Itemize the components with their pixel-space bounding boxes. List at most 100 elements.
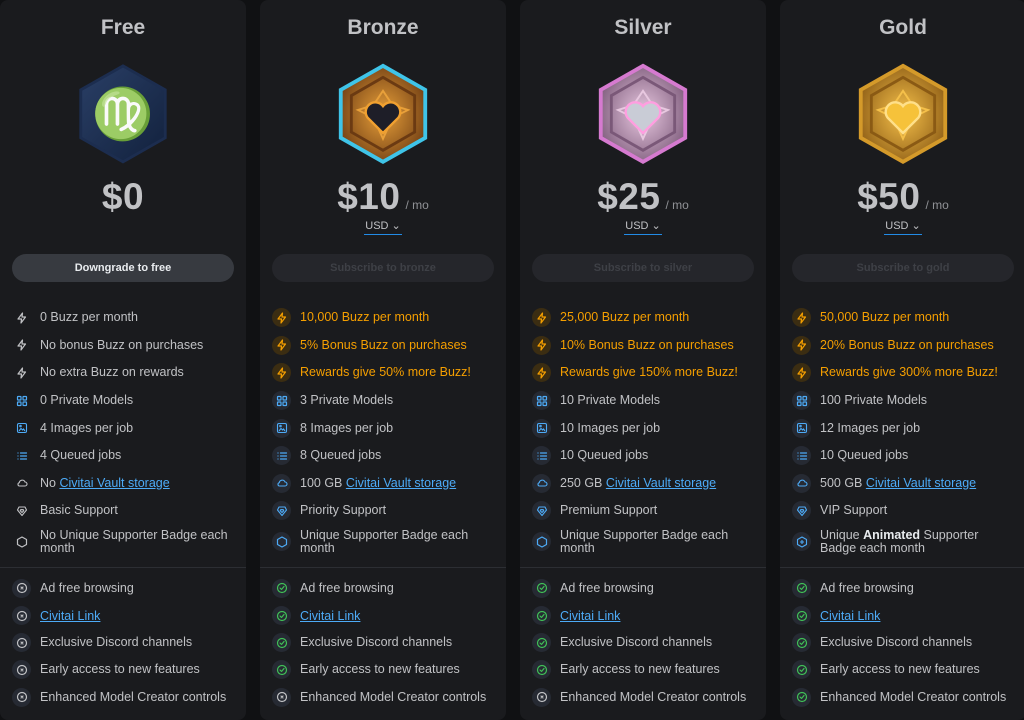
price-period: / mo xyxy=(405,198,429,212)
cloud-icon xyxy=(792,473,811,493)
grid-icon xyxy=(792,391,811,411)
feature-list: 10,000 Buzz per month 5% Bonus Buzz on pu… xyxy=(260,304,506,559)
feature-item: Basic Support xyxy=(12,497,234,525)
divider xyxy=(0,566,246,568)
feature-text: 250 GB Civitai Vault storage xyxy=(560,475,717,490)
divider xyxy=(520,566,766,568)
plan-card-silver: Silver $25 / mo USD ⌄ Subscribe to silver 25… xyxy=(520,0,766,720)
feature-item: 10 Queued jobs xyxy=(532,442,754,470)
vault-storage-link[interactable]: Civitai Vault storage xyxy=(345,475,457,490)
feature-item: 4 Images per job xyxy=(12,414,234,442)
feature-item: 12 Images per job xyxy=(792,414,1014,442)
gold-subscribe-button[interactable]: Subscribe to gold xyxy=(792,254,1014,282)
grid-icon xyxy=(272,391,291,411)
list-icon xyxy=(12,446,31,465)
perk-text: Enhanced Model Creator controls xyxy=(820,689,1007,704)
zap-icon xyxy=(12,336,31,355)
feature-text: 100 GB Civitai Vault storage xyxy=(300,475,457,490)
feature-item: Unique Animated Supporter Badge each mon… xyxy=(792,525,1014,559)
perk-item: Ad free browsing xyxy=(532,575,754,602)
vault-storage-link[interactable]: Civitai Vault storage xyxy=(605,475,717,490)
price-row: $50 / mo xyxy=(780,176,1024,220)
currency-select[interactable]: USD ⌄ xyxy=(884,220,922,235)
feature-item: Unique Supporter Badge each month xyxy=(532,525,754,559)
currency-select[interactable]: USD ⌄ xyxy=(364,220,402,235)
feature-item: Rewards give 50% more Buzz! xyxy=(272,359,494,387)
x-icon xyxy=(12,633,31,653)
perk-text: Exclusive Discord channels xyxy=(560,635,713,650)
perk-item: Exclusive Discord channels xyxy=(532,629,754,656)
price-row: $10 / mo xyxy=(260,176,506,220)
feature-text: Unique Supporter Badge each month xyxy=(300,527,469,555)
feature-text: Rewards give 150% more Buzz! xyxy=(560,365,738,380)
feature-text: 10 Images per job xyxy=(560,420,661,435)
cloud-icon xyxy=(532,473,551,493)
perk-item: Ad free browsing xyxy=(792,575,1014,602)
feature-item: 4 Queued jobs xyxy=(12,442,234,470)
feature-item: 250 GB Civitai Vault storage xyxy=(532,470,754,498)
x-icon xyxy=(12,606,31,626)
check-icon xyxy=(532,633,551,653)
svg-text:♍: ♍ xyxy=(92,85,154,143)
image-ai-icon xyxy=(532,418,551,438)
perk-item: Ad free browsing xyxy=(12,575,234,602)
feature-item: 10,000 Buzz per month xyxy=(272,304,494,332)
check-icon xyxy=(792,687,811,707)
feature-text: No extra Buzz on rewards xyxy=(40,365,184,380)
currency-select[interactable]: USD ⌄ xyxy=(624,220,662,235)
plan-title: Free xyxy=(100,16,146,39)
check-icon xyxy=(272,660,291,680)
feature-item: 10% Bonus Buzz on purchases xyxy=(532,332,754,360)
feature-item: 25,000 Buzz per month xyxy=(532,304,754,332)
perk-item: Exclusive Discord channels xyxy=(12,629,234,656)
bronze-subscribe-button[interactable]: Subscribe to bronze xyxy=(272,254,494,282)
feature-text: 8 Images per job xyxy=(300,420,394,435)
price-row: $0 xyxy=(0,176,246,220)
feature-item: 8 Queued jobs xyxy=(272,442,494,470)
feature-text: 12 Images per job xyxy=(820,420,921,435)
list-icon xyxy=(792,446,811,466)
cloud-icon xyxy=(12,474,31,493)
hexagon-icon xyxy=(12,532,31,551)
divider xyxy=(260,566,506,568)
feature-item: 0 Buzz per month xyxy=(12,304,234,332)
feature-text: 500 GB Civitai Vault storage xyxy=(820,475,977,490)
feature-text: Premium Support xyxy=(560,503,658,518)
perk-text: Early access to new features xyxy=(300,662,460,677)
feature-list: 0 Buzz per month No bonus Buzz on purchas… xyxy=(0,304,246,559)
image-ai-icon xyxy=(272,418,291,438)
feature-item: Premium Support xyxy=(532,497,754,525)
civitai-link[interactable]: Civitai Link xyxy=(560,608,621,623)
civitai-link[interactable]: Civitai Link xyxy=(40,608,101,623)
feature-text: 20% Bonus Buzz on purchases xyxy=(820,337,994,352)
vault-storage-link[interactable]: Civitai Vault storage xyxy=(59,475,170,490)
feature-text: 10 Private Models xyxy=(560,393,661,408)
free-subscribe-button[interactable]: Downgrade to free xyxy=(12,254,234,282)
feature-text: No Unique Supporter Badge each month xyxy=(40,527,228,555)
feature-text: No bonus Buzz on purchases xyxy=(40,337,204,352)
feature-text: 10,000 Buzz per month xyxy=(300,310,430,325)
feature-item: 10 Images per job xyxy=(532,414,754,442)
perk-text: Ad free browsing xyxy=(560,580,654,595)
price-row: $25 / mo xyxy=(520,176,766,220)
vault-storage-link[interactable]: Civitai Vault storage xyxy=(865,475,977,490)
plan-card-bronze: Bronze $10 / mo USD ⌄ Subscribe to bronze 10… xyxy=(260,0,506,720)
feature-text: 4 Images per job xyxy=(40,420,134,435)
x-icon xyxy=(12,687,31,707)
perk-item: Enhanced Model Creator controls xyxy=(272,684,494,711)
feature-text: 10 Queued jobs xyxy=(820,448,909,463)
x-icon xyxy=(12,660,31,680)
diamond-heart-icon xyxy=(272,501,291,521)
perk-item: Enhanced Model Creator controls xyxy=(532,684,754,711)
perk-item: Early access to new features xyxy=(272,656,494,683)
civitai-link[interactable]: Civitai Link xyxy=(820,608,881,623)
feature-item: 10 Private Models xyxy=(532,387,754,415)
zap-icon xyxy=(532,335,551,355)
zap-icon xyxy=(12,308,31,327)
feature-item: 0 Private Models xyxy=(12,387,234,415)
hexagon-plus-icon xyxy=(792,532,811,552)
civitai-link[interactable]: Civitai Link xyxy=(300,608,361,623)
x-icon xyxy=(532,687,551,707)
silver-subscribe-button[interactable]: Subscribe to silver xyxy=(532,254,754,282)
image-ai-icon xyxy=(12,419,31,438)
